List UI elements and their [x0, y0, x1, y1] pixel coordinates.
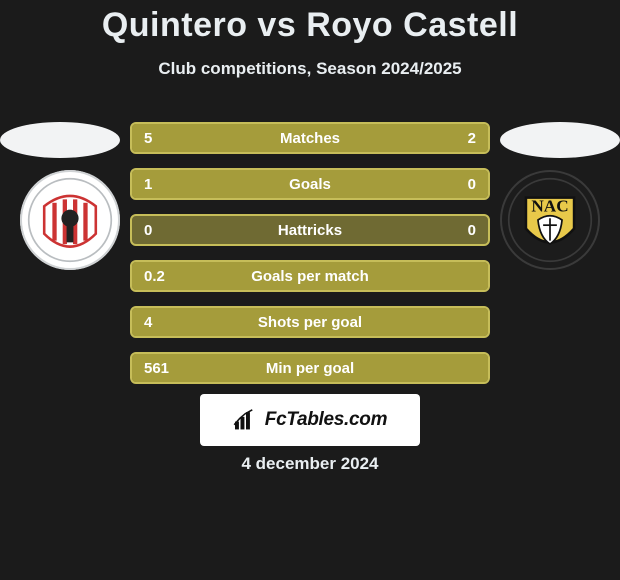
sparta-crest-icon	[27, 177, 113, 263]
stat-row: 0Hattricks0	[130, 214, 490, 246]
side-cap-left	[0, 122, 120, 158]
stat-row: 561Min per goal	[130, 352, 490, 384]
stat-label: Shots per goal	[132, 308, 488, 336]
stat-label: Matches	[132, 124, 488, 152]
stat-label: Min per goal	[132, 354, 488, 382]
page-title: Quintero vs Royo Castell	[0, 0, 620, 45]
stat-row: 1Goals0	[130, 168, 490, 200]
brand-label: FcTables.com	[265, 409, 387, 431]
stat-row: 5Matches2	[130, 122, 490, 154]
nac-crest-icon: NAC	[507, 177, 593, 263]
stats-container: 5Matches21Goals00Hattricks00.2Goals per …	[130, 122, 490, 398]
club-badge-left	[20, 170, 120, 270]
stat-value-right: 0	[468, 170, 476, 198]
page-subtitle: Club competitions, Season 2024/2025	[0, 59, 620, 79]
stat-label: Goals per match	[132, 262, 488, 290]
bar-chart-icon	[233, 409, 259, 431]
club-badge-right: NAC	[500, 170, 600, 270]
stat-value-right: 2	[468, 124, 476, 152]
date-label: 4 december 2024	[0, 454, 620, 474]
stat-label: Hattricks	[132, 216, 488, 244]
comparison-card: Quintero vs Royo Castell Club competitio…	[0, 0, 620, 580]
stat-value-right: 0	[468, 216, 476, 244]
svg-text:NAC: NAC	[531, 196, 568, 215]
stat-label: Goals	[132, 170, 488, 198]
stat-row: 4Shots per goal	[130, 306, 490, 338]
stat-row: 0.2Goals per match	[130, 260, 490, 292]
side-cap-right	[500, 122, 620, 158]
brand-card[interactable]: FcTables.com	[200, 394, 420, 446]
